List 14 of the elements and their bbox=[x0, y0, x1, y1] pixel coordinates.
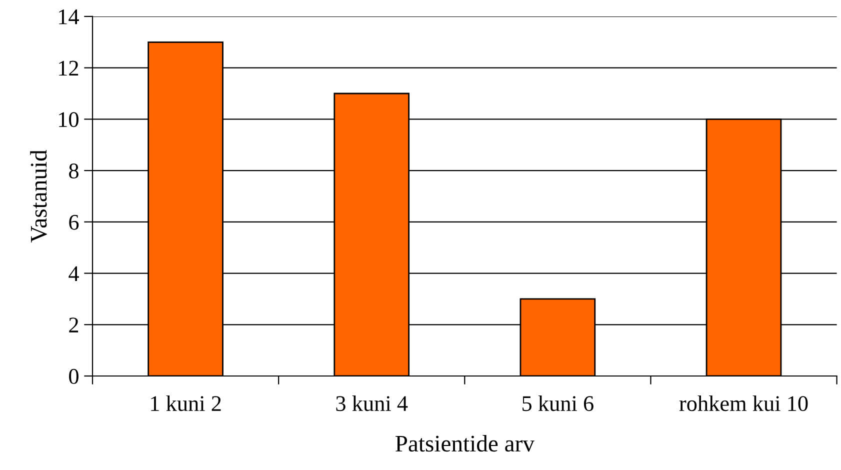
x-tick-label: rohkem kui 10 bbox=[679, 395, 808, 412]
y-tick-label: 2 bbox=[69, 318, 78, 332]
x-tick-label: 3 kuni 4 bbox=[336, 395, 408, 412]
x-tick-label: 5 kuni 6 bbox=[522, 395, 594, 412]
y-tick-label: 12 bbox=[59, 60, 78, 76]
y-tick-label: 6 bbox=[69, 214, 79, 230]
x-axis-title: Patsientide arv bbox=[396, 435, 534, 452]
y-tick-label: 8 bbox=[69, 163, 78, 178]
y-tick-label: 14 bbox=[59, 9, 79, 24]
y-tick-label: 4 bbox=[68, 266, 79, 281]
x-tick-label: 1 kuni 2 bbox=[151, 395, 221, 412]
y-tick-label: 10 bbox=[59, 112, 78, 128]
y-tick-label: 0 bbox=[69, 368, 78, 384]
y-axis-title: Vastanuid bbox=[30, 150, 47, 243]
